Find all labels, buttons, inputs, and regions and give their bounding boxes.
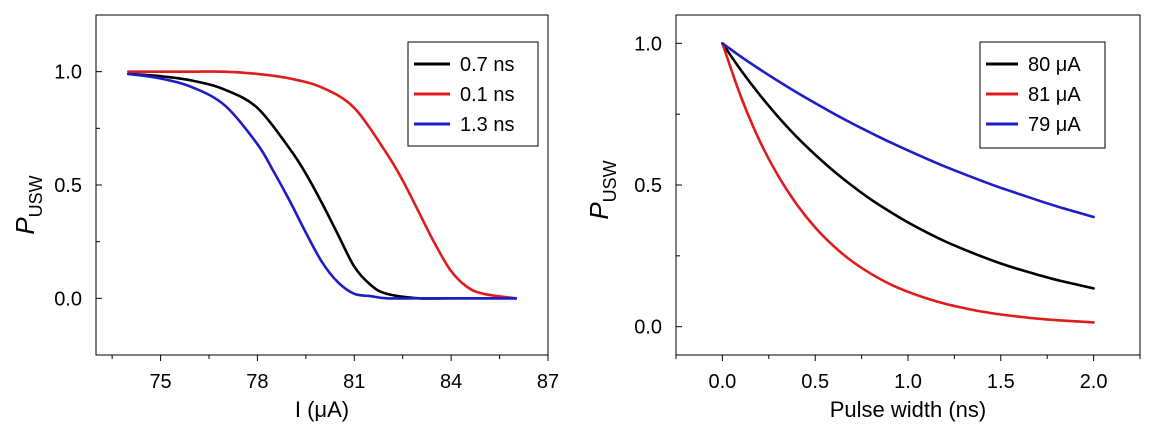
left-series-line-2: [126, 72, 518, 300]
right-y-axis-label-sub: USW: [600, 160, 620, 202]
right-y-tick-label: 1.0: [634, 33, 662, 55]
left-x-ticks: 75 78 81 84 87: [111, 355, 559, 393]
right-x-axis-label: Pulse width (ns): [830, 397, 987, 422]
right-legend: 80 μA 81 μA 79 μA: [979, 41, 1106, 149]
left-legend-label: 0.1 ns: [460, 84, 514, 106]
right-y-tick-label: 0.0: [634, 317, 662, 339]
left-y-tick-label: 0.0: [54, 288, 82, 310]
right-legend-label: 81 μA: [1028, 84, 1081, 106]
left-x-tick-label: 78: [246, 371, 268, 393]
right-x-tick-label: 1.0: [894, 371, 922, 393]
right-series-lines: [721, 42, 1095, 324]
right-y-ticks: 0.0 0.5 1.0: [634, 33, 682, 339]
left-y-axis-label-sub: USW: [26, 175, 46, 217]
svg-text:PUSW: PUSW: [10, 175, 46, 234]
svg-text:PUSW: PUSW: [584, 160, 620, 219]
right-x-tick-label: 2.0: [1080, 371, 1108, 393]
left-y-tick-label: 0.5: [54, 175, 82, 197]
left-x-axis-label: I (μA): [295, 397, 349, 422]
left-y-axis-label-main: P: [10, 217, 40, 235]
left-legend-label: 0.7 ns: [460, 54, 514, 76]
right-series-line-0: [721, 42, 1095, 290]
left-x-tick-label: 87: [537, 371, 559, 393]
left-series-lines: [126, 70, 518, 300]
right-series-line-1: [721, 42, 1095, 324]
right-x-tick-label: 0.0: [708, 371, 736, 393]
left-legend: 0.7 ns 0.1 ns 1.3 ns: [407, 41, 539, 147]
left-y-tick-label: 1.0: [54, 62, 82, 84]
left-panel: 75 78 81 84 87 0.00.51.0 0.7 ns0.1 ns1.3 ns …: [10, 14, 559, 422]
right-series-line-2: [721, 42, 1095, 219]
right-x-tick-label: 0.5: [801, 371, 829, 393]
right-x-ticks: 0.0 0.5 1.0 1.5 2.0: [675, 355, 1141, 393]
left-legend-label: 1.3 ns: [460, 114, 514, 136]
left-series-line-1: [126, 70, 518, 300]
right-y-tick-label: 0.5: [634, 175, 662, 197]
right-panel: 0.0 0.5 1.0 1.5 2.0 0.0 0.5 1.0 80 μA 81 μA 79 μ…: [584, 14, 1141, 422]
left-x-tick-label: 75: [149, 371, 171, 393]
left-y-axis-label: PUSW: [10, 175, 46, 234]
left-y-ticks: 0.0 0.5 1.0: [54, 14, 102, 356]
right-legend-label: 80 μA: [1028, 54, 1081, 76]
left-x-tick-label: 81: [343, 371, 365, 393]
right-x-tick-label: 1.5: [987, 371, 1015, 393]
right-y-axis-label-main: P: [584, 202, 614, 220]
right-legend-label: 79 μA: [1028, 114, 1081, 136]
right-y-axis-label: PUSW: [584, 160, 620, 219]
left-x-tick-label: 84: [440, 371, 462, 393]
